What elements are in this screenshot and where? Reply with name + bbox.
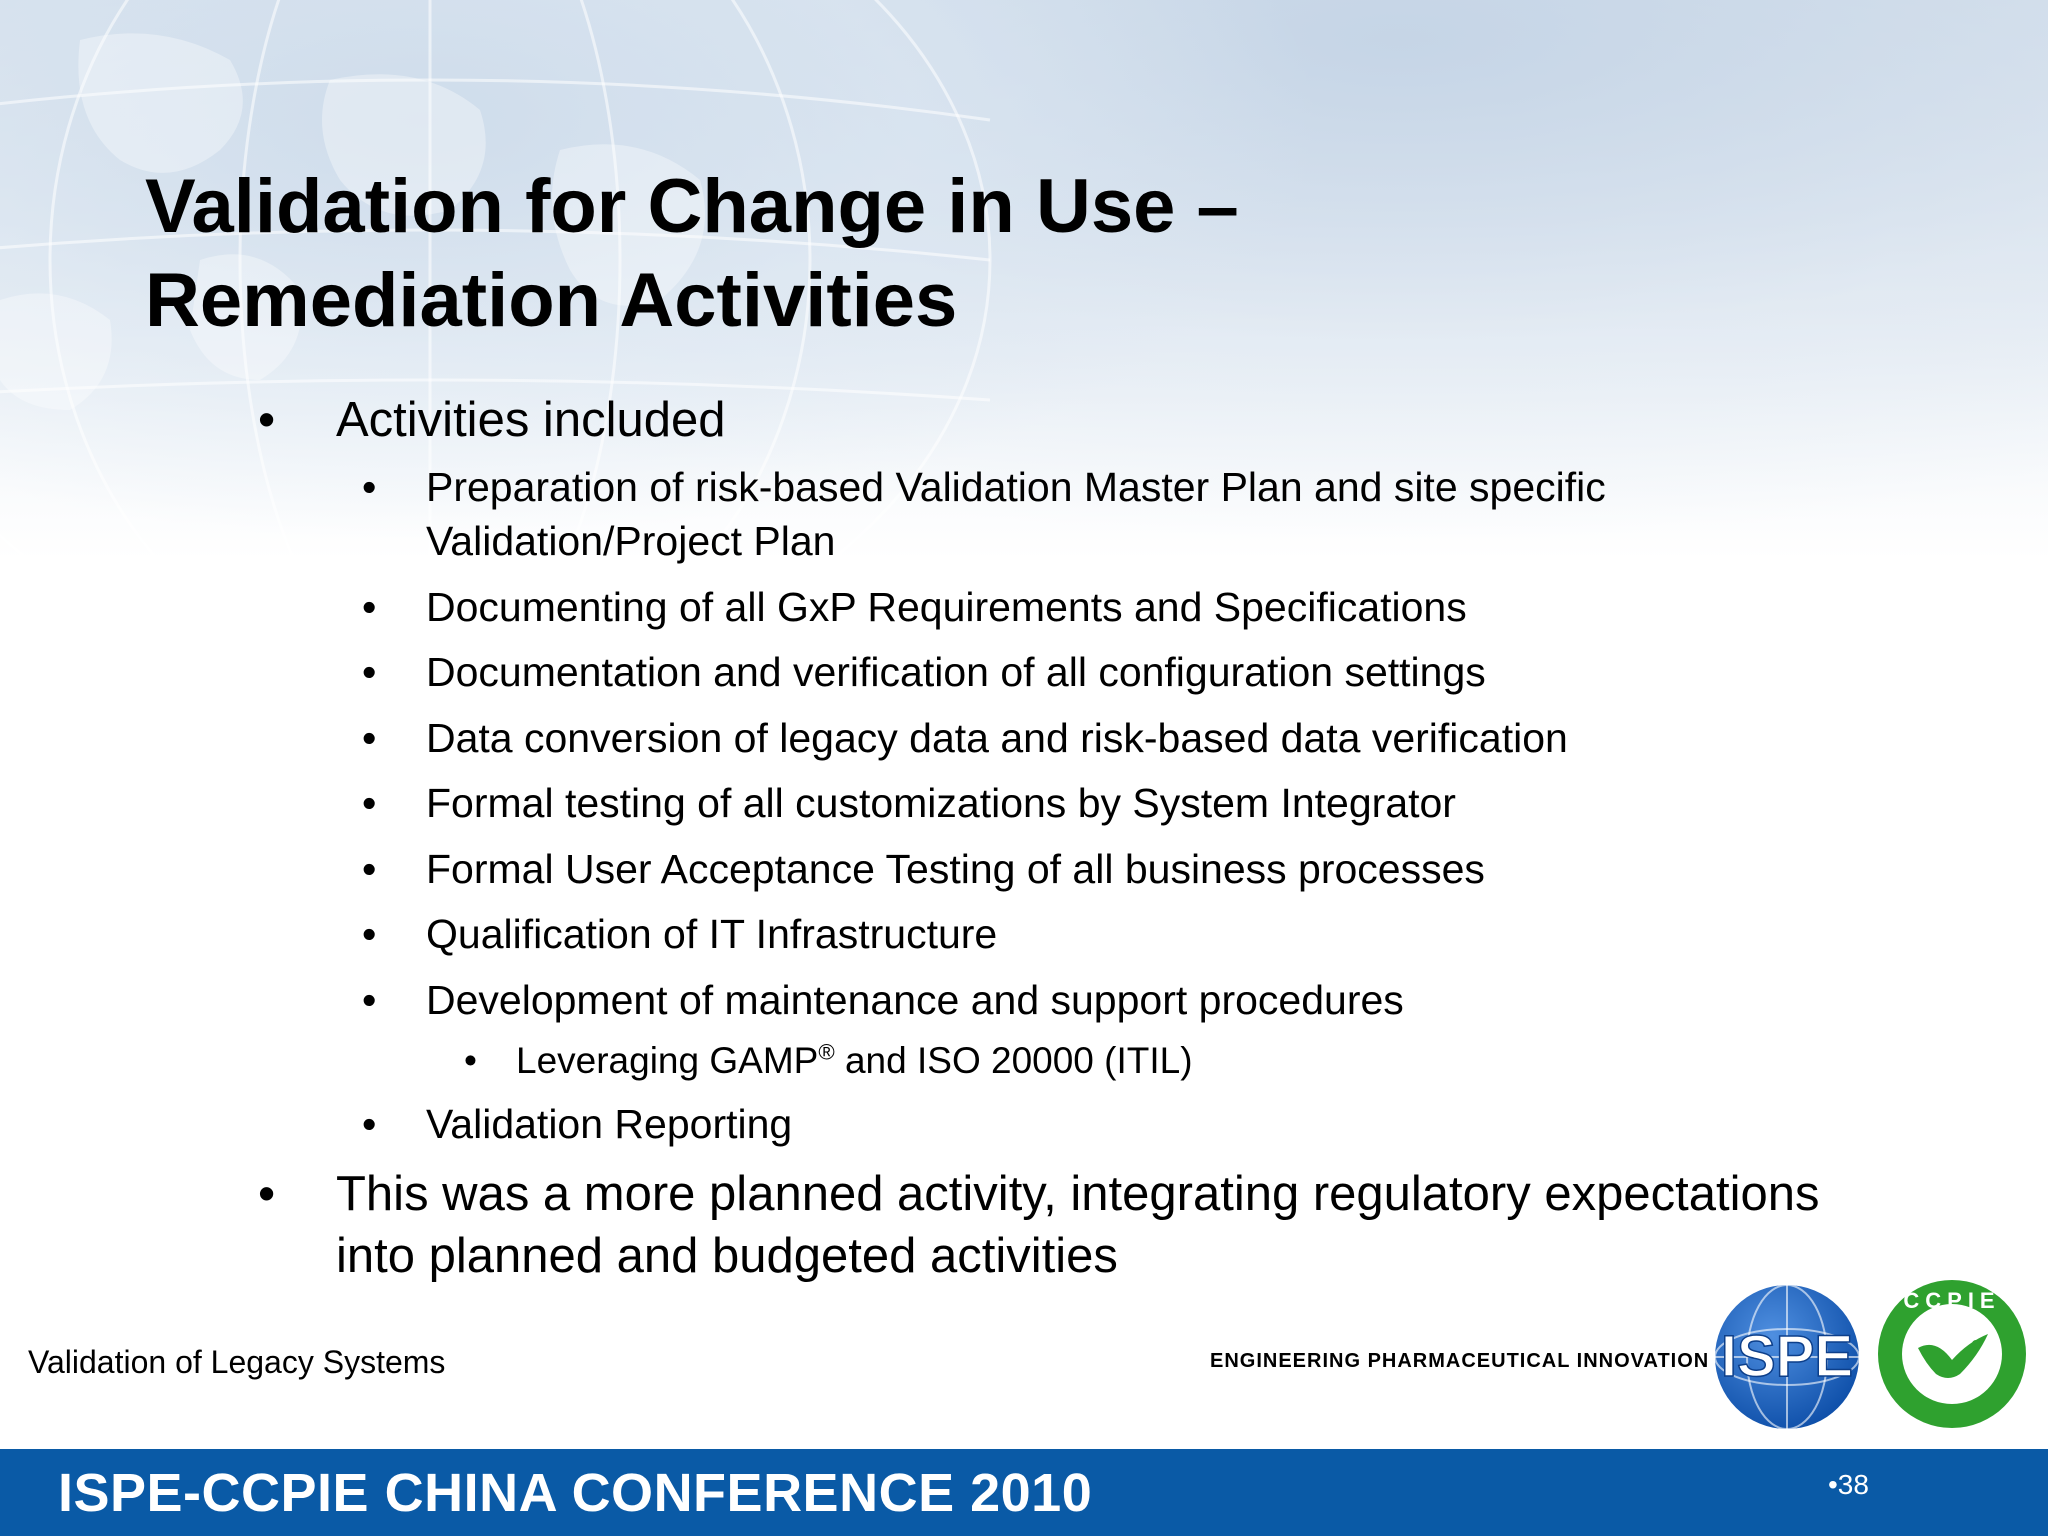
bullet-dot: •: [362, 584, 377, 630]
sub-item-1-line-2: Validation/Project Plan: [426, 518, 836, 564]
sub-item-7: Qualification of IT Infrastructure: [426, 911, 998, 957]
bullet-dot: •: [362, 846, 377, 892]
sub-item-1-line-1: Preparation of risk-based Validation Mas…: [426, 464, 1606, 510]
title-line-2: Remediation Activities: [145, 258, 958, 343]
bullet-dot: •: [362, 649, 377, 695]
bullet-dot: •: [464, 1040, 477, 1081]
sub-item-3: Documentation and verification of all co…: [426, 649, 1486, 695]
conference-title: ISPE-CCPIE CHINA CONFERENCE 2010: [58, 1463, 1093, 1523]
sub-item-validation-reporting: Validation Reporting: [426, 1101, 793, 1147]
footer-presentation-name: Validation of Legacy Systems: [28, 1344, 446, 1380]
sub-item-8: Development of maintenance and support p…: [426, 977, 1404, 1023]
world-map-globe-background: [0, 0, 992, 560]
ccpie-logo: CCPIE: [1878, 1280, 2026, 1428]
svg-text:CCPIE: CCPIE: [1903, 1288, 2000, 1313]
registered-mark: ®: [818, 1039, 835, 1065]
bullet-planned-activity-line-2: into planned and budgeted activities: [336, 1229, 1118, 1283]
bullet-dot: •: [362, 464, 377, 510]
svg-text:ISPE: ISPE: [1721, 1324, 1853, 1389]
footer-tagline: ENGINEERING PHARMACEUTICAL INNOVATION: [1210, 1350, 1710, 1372]
slide-title: Validation for Change in Use – Remediati…: [145, 160, 1645, 348]
bullet-dot: •: [258, 393, 276, 447]
bullet-activities-included: Activities included: [336, 393, 726, 447]
slide-number: •38: [1828, 1469, 1869, 1500]
bullet-dot: •: [362, 977, 377, 1023]
bullet-planned-activity-line-1: This was a more planned activity, integr…: [336, 1167, 1820, 1221]
sub-sub-item-gamp: Leveraging GAMP® and ISO 20000 (ITIL): [516, 1039, 1193, 1081]
sub-item-2: Documenting of all GxP Requirements and …: [426, 584, 1467, 630]
sub-item-4: Data conversion of legacy data and risk-…: [426, 715, 1568, 761]
conference-bar: [0, 1449, 2048, 1536]
title-line-1: Validation for Change in Use –: [145, 164, 1239, 249]
bullet-dot: •: [362, 715, 377, 761]
sub-item-5: Formal testing of all customizations by …: [426, 780, 1456, 826]
bullet-dot: •: [362, 1101, 377, 1147]
bullet-dot: •: [258, 1167, 276, 1221]
bullet-dot: •: [362, 911, 377, 957]
sub-item-6: Formal User Acceptance Testing of all bu…: [426, 846, 1485, 892]
bullet-dot: •: [362, 780, 377, 826]
ispe-logo: ISPE: [1714, 1284, 1860, 1430]
